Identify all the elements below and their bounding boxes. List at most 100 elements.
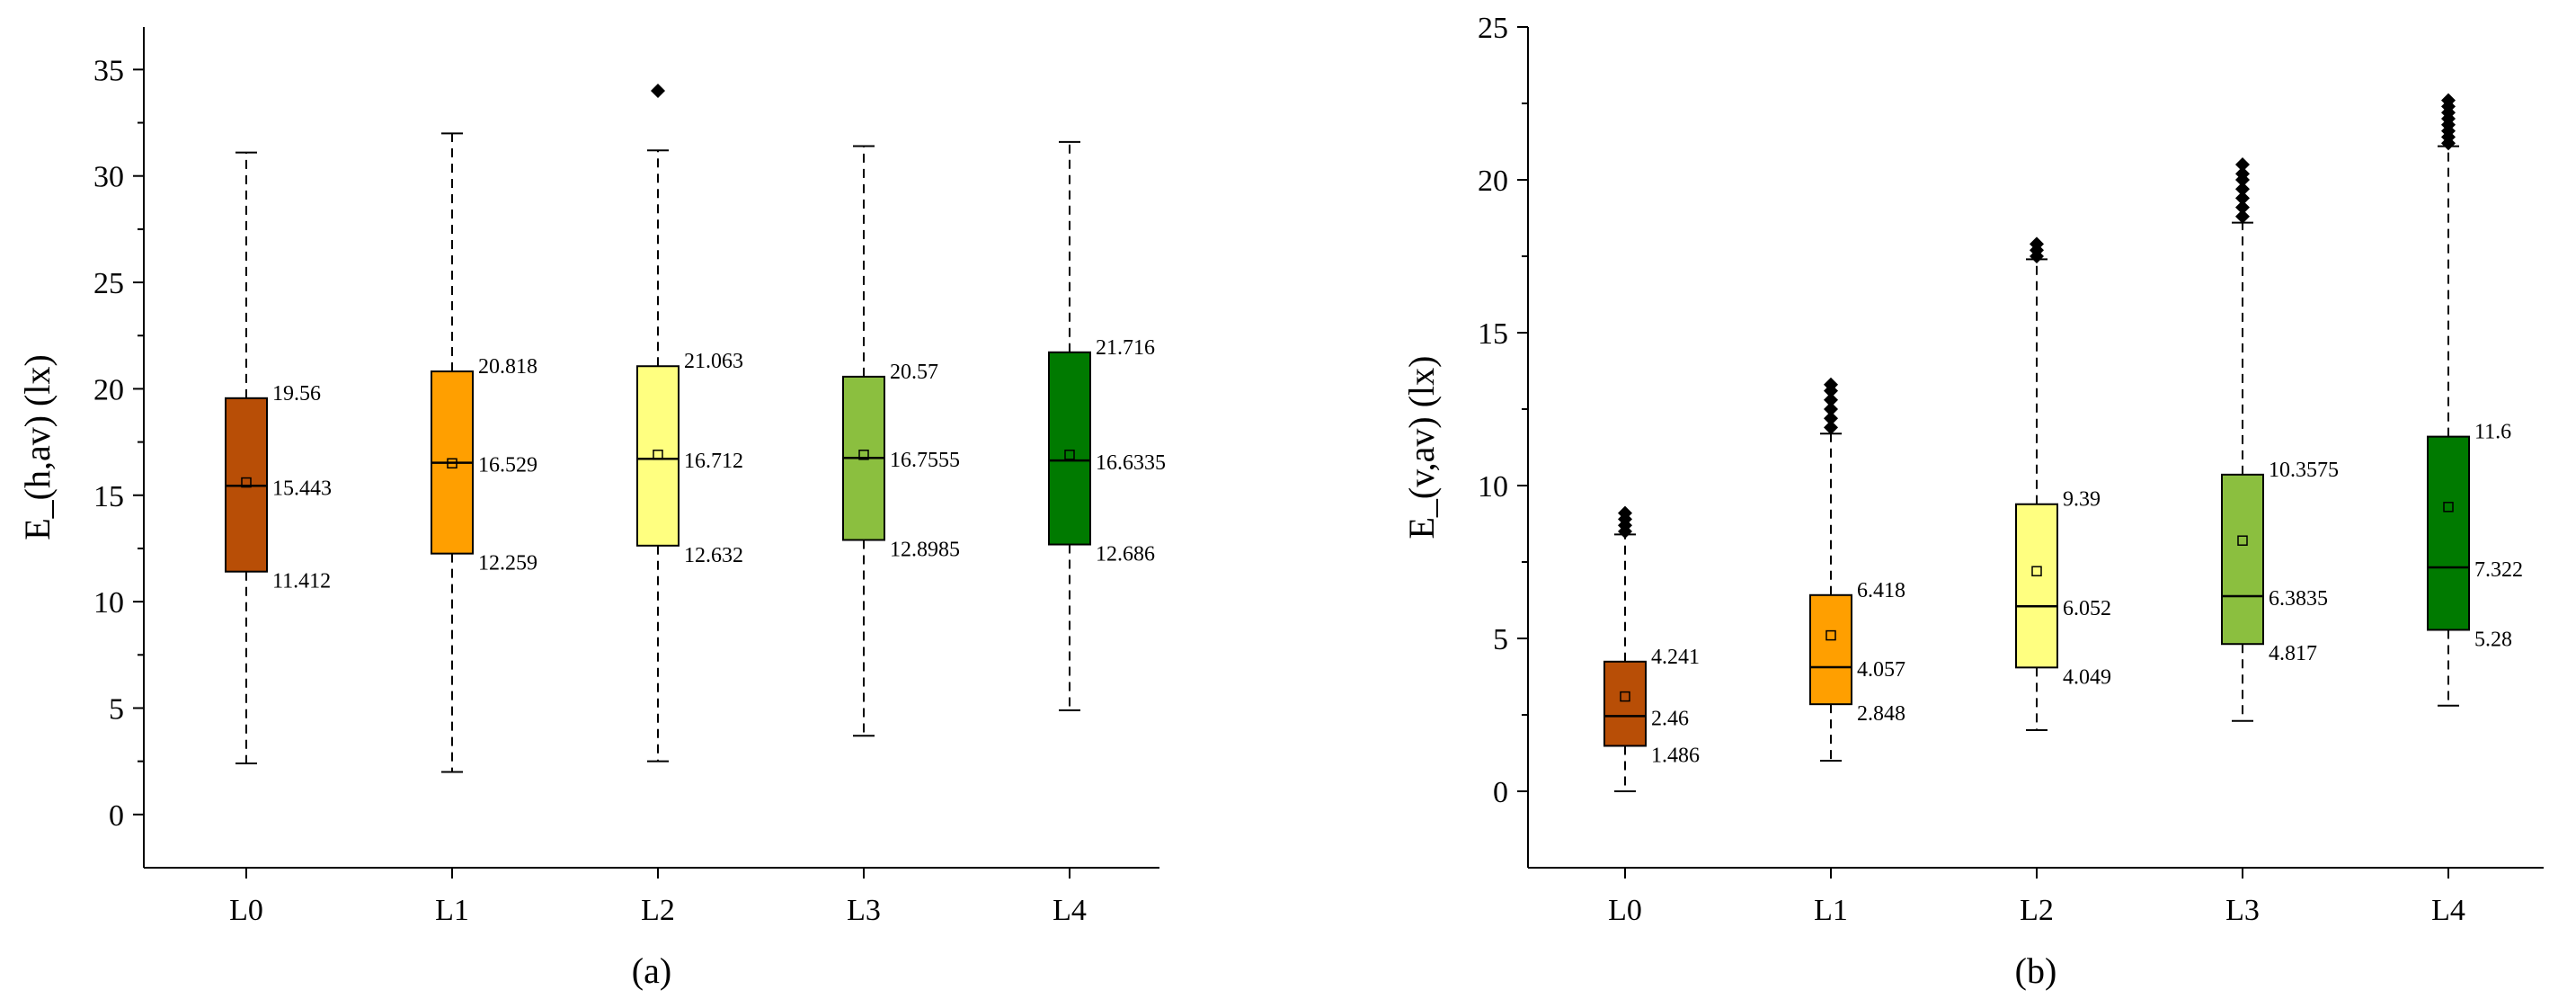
q1-label: 12.8985: [890, 539, 960, 562]
x-tick-label: L3: [847, 894, 881, 927]
box-L3: 10.3575 6.3835 4.817: [2221, 157, 2339, 722]
q3-label: 6.418: [1857, 579, 1905, 602]
q3-label: 9.39: [2063, 488, 2101, 512]
mean-marker: [858, 450, 869, 460]
box-L3: 20.57 16.7555 12.8985: [842, 145, 960, 737]
median-label: 4.057: [1857, 658, 1905, 682]
box-iqr: [1603, 660, 1647, 747]
y-tick-label: 10: [93, 586, 124, 620]
x-tick-label: L3: [2225, 894, 2260, 927]
box-iqr: [1048, 351, 1091, 546]
median-label: 15.443: [272, 477, 332, 500]
outlier-point: [2235, 200, 2250, 215]
outlier-point: [2235, 166, 2250, 182]
q3-label: 4.241: [1651, 646, 1700, 669]
mean-marker: [2237, 535, 2248, 546]
mean-marker: [447, 458, 457, 469]
box-L1: 20.818 16.529 12.259: [431, 132, 537, 773]
y-tick-label: 0: [1493, 776, 1508, 809]
median-label: 16.6335: [1096, 451, 1166, 475]
y-tick-label: 20: [1478, 165, 1508, 198]
y-tick-label: 20: [93, 373, 124, 406]
box-iqr: [636, 365, 680, 547]
q1-label: 12.686: [1096, 543, 1155, 566]
x-tick-label: L0: [229, 894, 263, 927]
median-label: 6.3835: [2269, 587, 2328, 611]
q3-label: 21.063: [684, 350, 743, 373]
y-tick-label: 5: [109, 692, 124, 726]
box-L1: 6.418 4.057 2.848: [1809, 377, 1905, 762]
median-label: 16.7555: [890, 449, 960, 472]
q1-label: 12.259: [478, 552, 537, 575]
median-label: 16.529: [478, 454, 537, 477]
outlier-point: [1824, 377, 1838, 392]
y-tick-label: 10: [1478, 470, 1508, 504]
panel-caption: (b): [2015, 950, 2057, 991]
mean-marker: [241, 477, 252, 488]
q1-label: 1.486: [1651, 744, 1700, 767]
outlier-point: [1824, 402, 1838, 416]
mean-marker: [653, 450, 663, 460]
panel-b: 0 5 10 15 20 25 E_(v,av) (lx) L0 L1 L2 L3 L4 (b) 4.24…: [1401, 12, 2544, 991]
x-tick-label: L2: [2020, 894, 2054, 927]
box-iqr: [2427, 435, 2470, 631]
outlier-point: [1824, 392, 1838, 407]
q1-label: 2.848: [1857, 702, 1905, 726]
median-label: 2.46: [1651, 707, 1689, 730]
x-tick-label: L4: [1053, 894, 1087, 927]
outlier-point: [2030, 236, 2044, 252]
outlier-point: [2235, 157, 2250, 172]
box-L4: 21.716 16.6335 12.686: [1048, 140, 1166, 711]
q3-label: 10.3575: [2269, 459, 2339, 482]
box-iqr: [2015, 503, 2058, 669]
panel-a: 0 5 10 15 20 25 30 35 E_(h,av) (lx) L0 L1 L2 L3 L4 (a)…: [17, 27, 1166, 991]
x-tick-label: L1: [1814, 894, 1848, 927]
y-axis-title: E_(h,av) (lx): [17, 354, 58, 540]
q1-label: 12.632: [684, 544, 743, 567]
box-L0: 19.56 15.443 11.412: [225, 151, 332, 765]
outlier-point: [2235, 191, 2250, 206]
mean-marker: [2031, 566, 2042, 576]
median-label: 16.712: [684, 450, 743, 473]
mean-marker: [1064, 450, 1075, 460]
box-iqr: [1809, 593, 1852, 706]
x-tick-label: L0: [1608, 894, 1642, 927]
q3-label: 21.716: [1096, 336, 1155, 360]
outlier-point: [651, 84, 665, 99]
box-L2: 9.39 6.052 4.049: [2015, 236, 2111, 731]
y-axis-title: E_(v,av) (lx): [1401, 356, 1442, 540]
q3-label: 20.818: [478, 355, 537, 379]
q1-label: 4.817: [2269, 642, 2317, 665]
outlier-point: [2235, 209, 2250, 224]
median-label: 7.322: [2474, 558, 2523, 582]
q3-label: 11.6: [2474, 421, 2511, 444]
y-tick-label: 15: [1478, 317, 1508, 351]
q1-label: 4.049: [2063, 665, 2111, 689]
outlier-point: [1824, 420, 1838, 435]
outlier-point: [2441, 93, 2456, 108]
outlier-point: [1618, 505, 1632, 521]
y-tick-label: 0: [109, 799, 124, 833]
y-tick-label: 30: [93, 161, 124, 194]
mean-marker: [2443, 502, 2454, 513]
outlier-point: [2235, 182, 2250, 197]
q3-label: 19.56: [272, 382, 321, 406]
q3-label: 20.57: [890, 361, 938, 384]
box-iqr: [2221, 473, 2264, 646]
q1-label: 11.412: [272, 570, 331, 593]
y-tick-label: 5: [1493, 623, 1508, 656]
box-L4: 11.6 7.322 5.28: [2427, 93, 2523, 707]
median-label: 6.052: [2063, 597, 2111, 620]
q1-label: 5.28: [2474, 628, 2512, 651]
outlier-point: [1824, 411, 1838, 426]
box-L2: 21.063 16.712 12.632: [636, 84, 743, 763]
y-tick-label: 25: [1478, 12, 1508, 45]
x-tick-label: L2: [641, 894, 675, 927]
y-tick-label: 15: [93, 480, 124, 513]
y-tick-label: 25: [93, 267, 124, 300]
x-tick-label: L4: [2431, 894, 2465, 927]
mean-marker: [1825, 629, 1836, 641]
y-tick-label: 35: [93, 54, 124, 87]
panel-caption: (a): [632, 950, 671, 991]
